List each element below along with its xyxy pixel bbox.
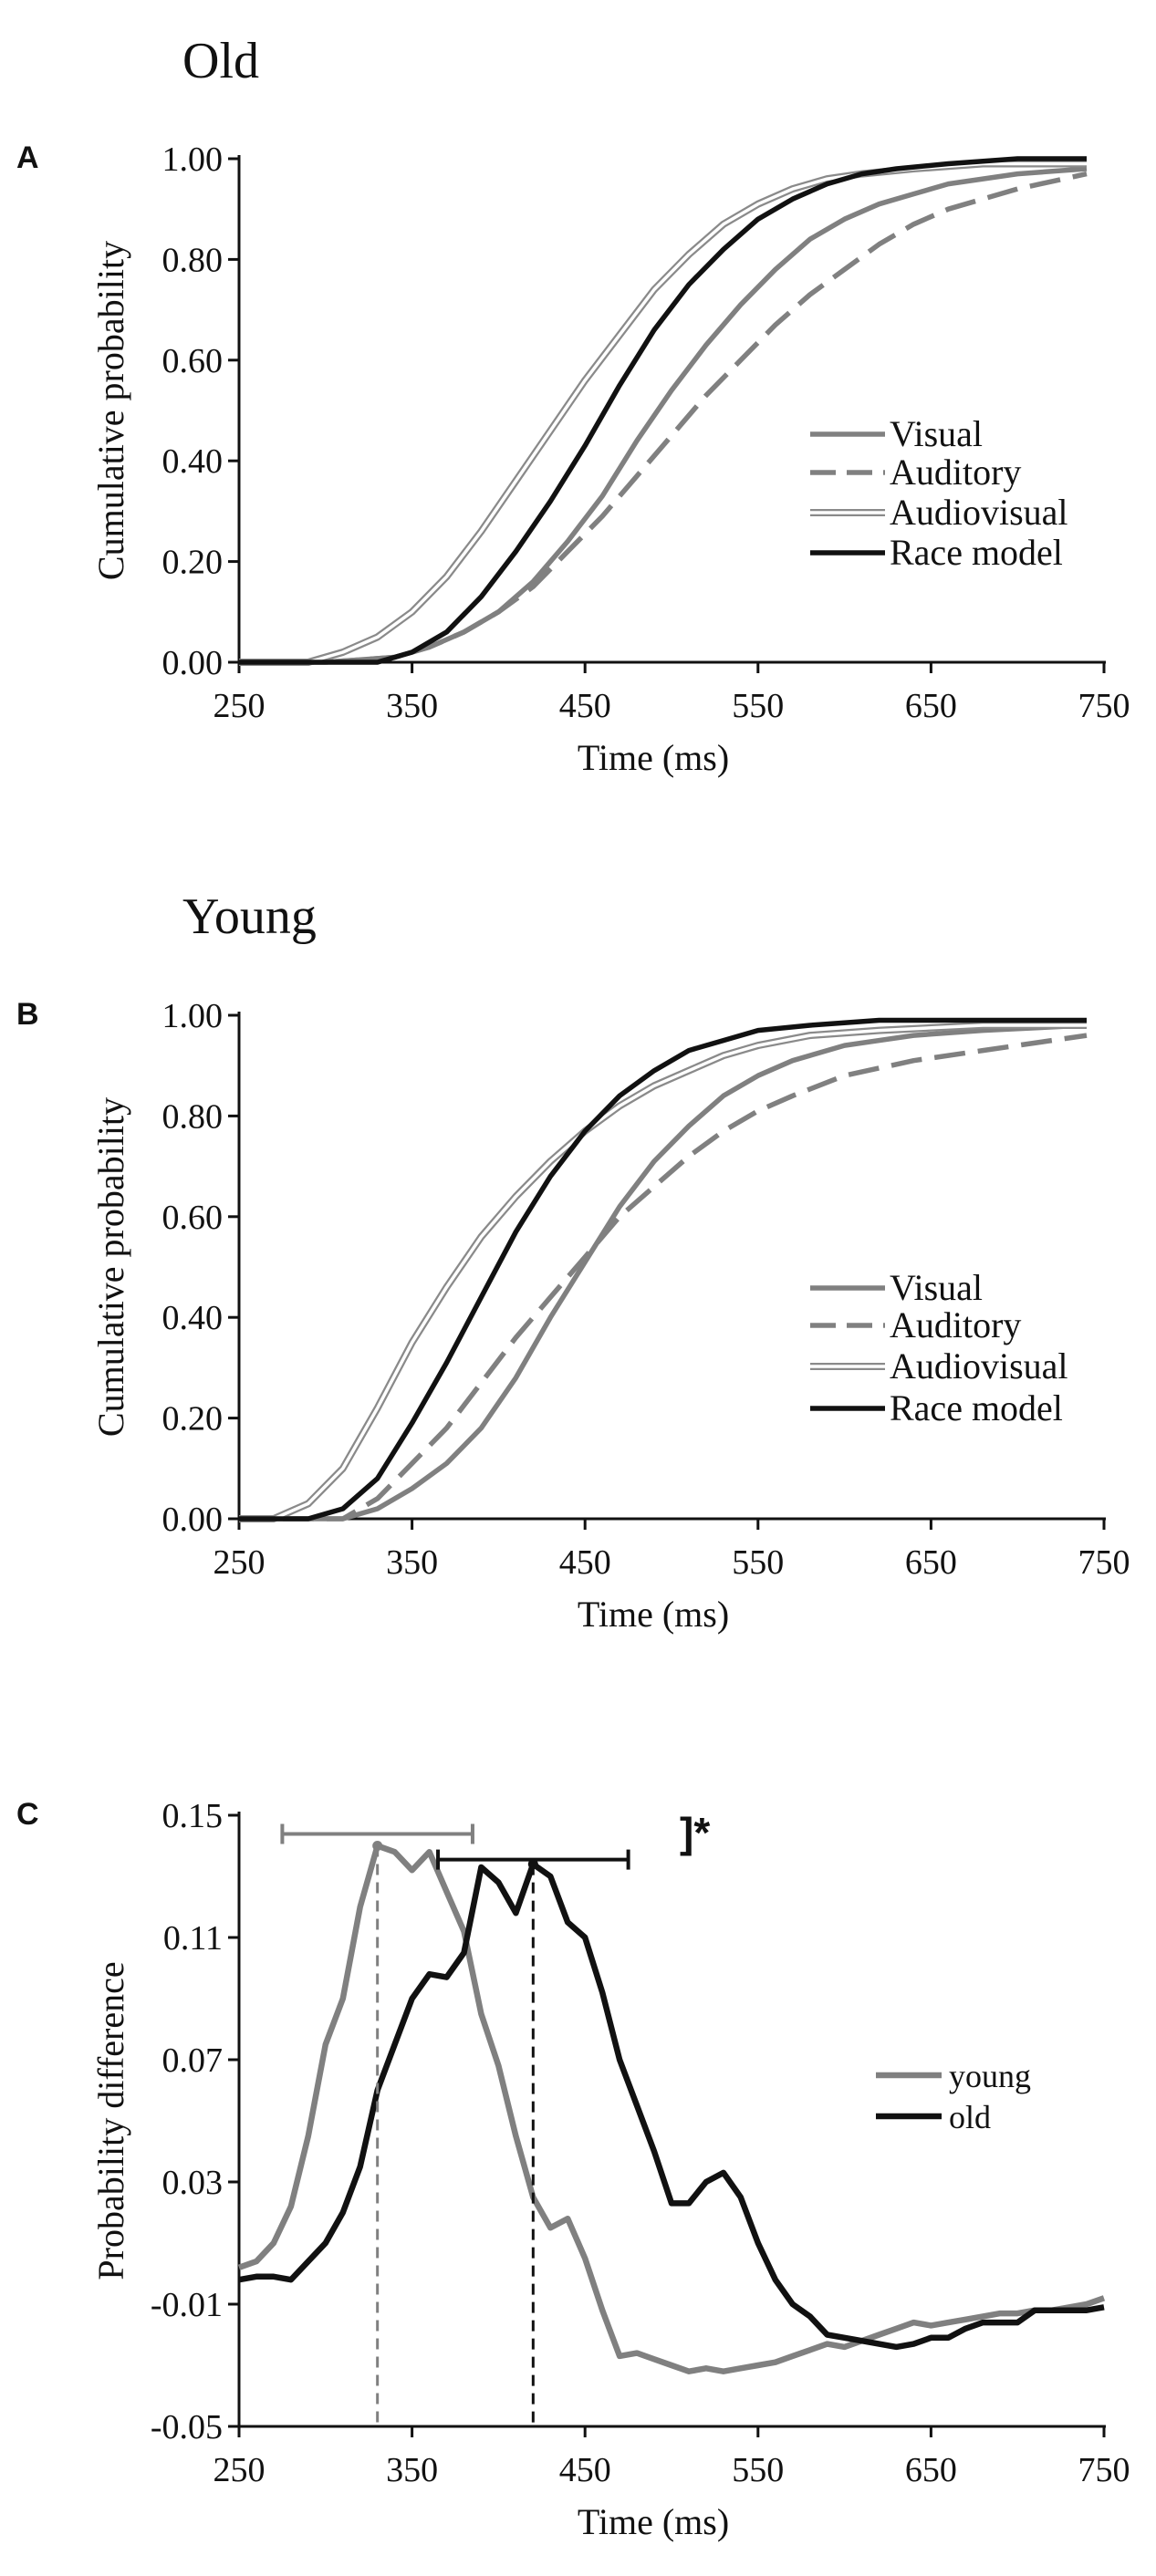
- panel-b: B Young 0.00 0.20 0.40 0.60 0.80 1.00 250 350 450 5…: [16, 888, 1130, 1635]
- panel-letter: B: [16, 997, 39, 1032]
- panel-title: Young: [182, 888, 317, 945]
- y-tick-label: 0.20: [162, 544, 224, 582]
- legend-label-audiovisual: Audiovisual: [890, 492, 1068, 533]
- series-line-auditory: [239, 171, 1088, 665]
- y-tick-label: 0.40: [162, 1299, 224, 1337]
- legend-label-race-model: Race model: [890, 532, 1063, 573]
- x-tick-label: 650: [905, 687, 957, 725]
- x-tick-label: 550: [732, 2451, 784, 2489]
- legend-label-old: old: [949, 2099, 991, 2135]
- x-axis-label: Time (ms): [578, 1594, 729, 1635]
- x-tick-label: 350: [386, 1543, 438, 1582]
- panel-c: C -0.05 -0.01 0.03 0.07 0.11 0.15 250 350 450 550 6…: [16, 1797, 1130, 2542]
- series-line-audiovisual-inner: [239, 1023, 1087, 1521]
- panel-title: Old: [182, 33, 259, 89]
- panel-a: A Old 0.00 0.20 0.40 0.60 0.80 1.00 250 350 450 550…: [16, 33, 1130, 778]
- x-tick-label: 750: [1078, 2451, 1130, 2489]
- legend-label-race-model: Race model: [890, 1387, 1063, 1428]
- y-tick-label: 0.00: [162, 1501, 224, 1539]
- y-tick-label: 0.80: [162, 1097, 224, 1136]
- legend-label-young: young: [949, 2058, 1031, 2094]
- y-tick-label: 0.60: [162, 1199, 224, 1237]
- peak-marker-young: [372, 1841, 383, 1851]
- panel-letter: C: [16, 1797, 39, 1832]
- legend-label-visual: Visual: [890, 413, 983, 454]
- x-axis-label: Time (ms): [578, 737, 729, 778]
- x-tick-label: 450: [559, 2451, 611, 2489]
- x-tick-label: 550: [732, 1543, 784, 1582]
- legend-label-visual: Visual: [890, 1267, 983, 1308]
- x-tick-label: 750: [1078, 1543, 1130, 1582]
- y-tick-label: 0.20: [162, 1400, 224, 1439]
- peak-marker-old: [527, 1859, 538, 1870]
- significance-label: ]*: [680, 1809, 710, 1856]
- y-tick-label: 1.00: [162, 140, 224, 179]
- y-tick-label: 1.00: [162, 997, 224, 1035]
- y-axis-label: Cumulative probability: [90, 241, 131, 580]
- x-tick-label: 250: [213, 687, 266, 725]
- series-line-race-model: [239, 1017, 1087, 1522]
- x-tick-label: 750: [1078, 687, 1130, 725]
- x-tick-label: 350: [386, 2451, 438, 2489]
- series-line-young: [237, 1843, 1106, 2374]
- x-tick-label: 350: [386, 687, 438, 725]
- series-line-race-model: [239, 156, 1087, 665]
- series-line-auditory: [239, 1033, 1088, 1522]
- y-tick-label: -0.05: [151, 2408, 223, 2446]
- x-tick-label: 450: [559, 687, 611, 725]
- y-tick-label: 0.11: [163, 1919, 223, 1958]
- y-axis-label: Cumulative probability: [90, 1097, 131, 1437]
- x-tick-label: 650: [905, 2451, 957, 2489]
- x-tick-label: 250: [213, 2451, 266, 2489]
- series-line-visual: [239, 1023, 1088, 1522]
- y-tick-label: 0.80: [162, 241, 224, 279]
- legend-label-audiovisual: Audiovisual: [890, 1345, 1068, 1387]
- x-tick-label: 650: [905, 1543, 957, 1582]
- x-tick-label: 450: [559, 1543, 611, 1582]
- y-tick-label: 0.40: [162, 442, 224, 481]
- y-tick-label: 0.60: [162, 342, 224, 380]
- legend-label-auditory: Auditory: [890, 452, 1021, 493]
- series-line-old: [238, 1861, 1105, 2351]
- x-tick-label: 250: [213, 1543, 266, 1582]
- legend: young old: [876, 2058, 1031, 2135]
- y-axis-label: Probability difference: [90, 1961, 131, 2280]
- panel-letter: A: [16, 140, 39, 175]
- x-axis-label: Time (ms): [578, 2501, 729, 2542]
- y-tick-label: 0.07: [162, 2041, 224, 2080]
- y-tick-label: 0.03: [162, 2164, 224, 2202]
- y-tick-label: 0.00: [162, 644, 224, 682]
- legend-label-auditory: Auditory: [890, 1304, 1021, 1345]
- y-tick-label: 0.15: [162, 1797, 224, 1835]
- y-tick-label: -0.01: [151, 2286, 223, 2324]
- x-tick-label: 550: [732, 687, 784, 725]
